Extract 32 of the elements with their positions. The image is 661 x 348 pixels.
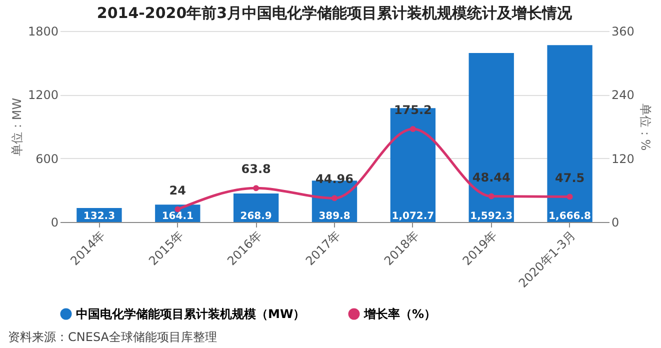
data-label: 132.3 xyxy=(83,211,116,222)
point xyxy=(253,185,260,192)
legend-label: 中国电化学储能项目累计装机规模（MW） xyxy=(76,307,306,321)
data-label: 268.9 xyxy=(240,211,272,222)
data-label: 164.1 xyxy=(162,211,194,222)
legend-label: 增长率（%） xyxy=(363,307,436,321)
point xyxy=(488,193,494,200)
y-tick-label: 0 xyxy=(50,216,58,230)
data-label: 389.8 xyxy=(318,211,350,222)
data-label: 48.44 xyxy=(472,170,510,184)
source-note: 资料来源：CNESA全球储能项目库整理 xyxy=(7,329,218,346)
data-label: 1,592.3 xyxy=(470,211,513,222)
y-axis-title: 单位：MW xyxy=(10,98,24,156)
bar xyxy=(468,53,514,222)
data-label: 63.8 xyxy=(241,162,271,176)
bar xyxy=(547,45,592,222)
y2-tick-label: 0 xyxy=(612,216,620,230)
data-label: 24 xyxy=(169,183,186,198)
chart-title: 2014-2020年前3月中国电化学储能项目累计装机规模统计及增长情况 xyxy=(96,4,574,22)
y2-tick-label: 120 xyxy=(612,152,634,166)
point xyxy=(410,126,416,132)
y2-tick-label: 240 xyxy=(612,88,634,102)
y2-axis-title: 单位：% xyxy=(638,103,652,151)
data-label: 47.5 xyxy=(554,170,585,185)
point xyxy=(332,195,338,202)
y-tick-label: 600 xyxy=(36,152,58,166)
y-tick-label: 1800 xyxy=(28,24,58,38)
data-label: 1,072.7 xyxy=(392,211,434,222)
y2-tick-label: 360 xyxy=(612,24,634,38)
data-label: 1,666.8 xyxy=(548,211,592,222)
point xyxy=(566,194,573,200)
y-tick-label: 1200 xyxy=(28,88,58,102)
